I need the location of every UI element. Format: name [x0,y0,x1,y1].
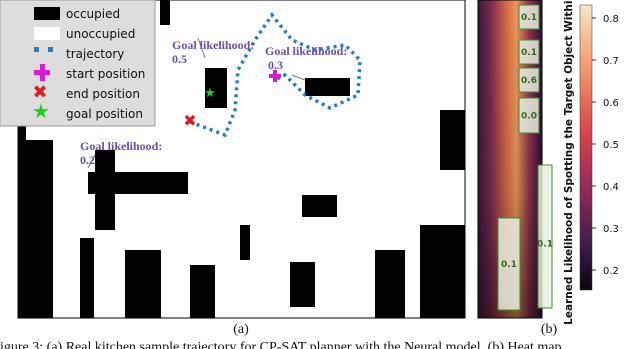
occupancy-map [17,0,466,319]
colorbar-tick-label: 0.5 [603,140,619,151]
colorbar-tick-label: 0.7 [603,56,619,67]
legend-label: start position [66,67,145,81]
colorbar-tick-label: 0.6 [603,98,619,109]
colorbar-label: Learned Likelihood of Spotting the Targe… [563,0,575,325]
colorbar-tick-label: 0.8 [603,14,619,25]
end-marker: ✖ [183,111,196,130]
region-label: 0.1 [521,48,537,58]
panel-label: (b) [541,322,558,337]
legend-label: unoccupied [66,27,135,41]
region-box [518,4,540,30]
annotation-value: 0.3 [268,58,283,72]
colorbar-tick-label: 0.2 [603,266,619,277]
arrow [87,154,96,169]
trajectory [189,12,362,138]
annotation-value: 0.5 [172,52,187,66]
annotation-title: Goal likelihood: [80,139,162,153]
goal-marker: ★ [204,86,216,101]
colorbar-tick-label: 0.4 [603,182,619,193]
svg-text:✖: ✖ [32,82,47,103]
arrow [197,37,206,59]
region-label: 0.1 [501,260,517,270]
panel-label: (a) [233,322,249,337]
legend: ✖ ★ [0,0,156,127]
annotation-title: Goal likelihood: [265,44,347,58]
svg-text:★: ★ [32,99,50,123]
region-box [497,217,521,311]
colorbar [579,4,593,291]
region-label: 0.0 [521,112,537,122]
legend-label: goal position [66,107,143,121]
caption: igure 3: (a) Real kitchen sample traject… [0,340,562,349]
annotation-title: Goal likelihood: [172,38,254,52]
region-label: 0.1 [521,13,537,23]
legend-label: trajectory [66,47,124,61]
legend-label: occupied [66,7,120,21]
region-box [518,67,540,93]
region-box [537,164,553,309]
region-label: 0.1 [537,240,553,250]
colorbar-tick-label: 0.3 [603,224,619,235]
arrow [291,74,306,81]
legend-label: end position [66,87,140,101]
region-box [518,97,540,134]
start-marker [269,70,281,82]
region-label: 0.6 [521,76,537,86]
region-box [518,39,540,65]
annotation-value: 0.2 [80,153,95,167]
labels: occupied unoccupied trajectory start positi… [0,0,619,349]
